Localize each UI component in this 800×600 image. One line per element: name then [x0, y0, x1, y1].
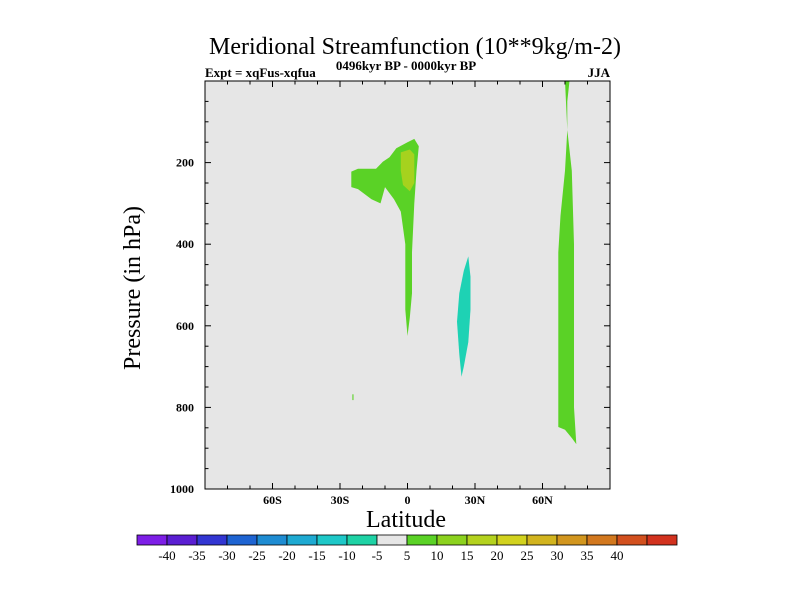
colorbar-swatch: [646, 534, 678, 546]
x-axis-label: Latitude: [366, 507, 446, 533]
colorbar-swatch: [616, 534, 648, 546]
contour-region-1: [351, 138, 419, 336]
y-tick-label: 200: [176, 156, 194, 170]
plot-frame: [204, 80, 611, 490]
y-axis-label: Pressure (in hPa): [120, 206, 146, 370]
y-tick-label: 400: [176, 237, 194, 251]
x-tick-label: 0: [405, 493, 411, 507]
chart-title: Meridional Streamfunction (10**9kg/m-2): [209, 34, 621, 60]
colorbar-swatch: [136, 534, 168, 546]
subtitle-right: JJA: [588, 65, 611, 80]
colorbar-swatch: [556, 534, 588, 546]
colorbar-label: -25: [248, 548, 265, 563]
colorbar-swatch: [196, 534, 228, 546]
colorbar-label: -35: [188, 548, 205, 563]
contour-region-2: [400, 149, 415, 192]
contour-region-3: [457, 256, 471, 377]
colorbar-label: -30: [218, 548, 235, 563]
colorbar-label: -5: [372, 548, 383, 563]
y-tick-label: 600: [176, 319, 194, 333]
contour-regions: [351, 81, 577, 445]
colorbar-label: 15: [461, 548, 474, 563]
subtitle-center: 0496kyr BP - 0000kyr BP: [336, 58, 476, 73]
colorbar-swatch: [226, 534, 258, 546]
y-tick-label: 1000: [170, 482, 194, 496]
colorbar-swatch: [586, 534, 618, 546]
colorbar-label: -10: [338, 548, 355, 563]
colorbar-label: 40: [611, 548, 624, 563]
colorbar-label: 5: [404, 548, 411, 563]
colorbar-label: 20: [491, 548, 504, 563]
colorbar-label: 30: [551, 548, 564, 563]
axis-ticks: 60S 30S 0 30N 60N 200 400 600 800 1000: [170, 80, 611, 507]
colorbar-label: -40: [158, 548, 175, 563]
colorbar-label: 10: [431, 548, 444, 563]
colorbar-label: 25: [521, 548, 534, 563]
x-tick-label: 30N: [465, 493, 486, 507]
x-tick-label: 30S: [331, 493, 350, 507]
colorbar-swatch: [316, 534, 348, 546]
colorbar: -40 -35 -30 -25 -20 -15 -10 -5 5 10 15 20 25 30 35 40: [136, 534, 678, 563]
x-tick-label: 60N: [532, 493, 553, 507]
colorbar-swatch: [346, 534, 378, 546]
colorbar-swatch: [436, 534, 468, 546]
colorbar-label: -20: [278, 548, 295, 563]
colorbar-swatch: [406, 534, 438, 546]
subtitle-left: Expt = xqFus-xqfua: [205, 65, 316, 80]
colorbar-swatch: [166, 534, 198, 546]
colorbar-swatch: [466, 534, 498, 546]
colorbar-swatch: [526, 534, 558, 546]
contour-region-5: [352, 394, 354, 401]
colorbar-swatch: [286, 534, 318, 546]
colorbar-label: -15: [308, 548, 325, 563]
x-tick-label: 60S: [263, 493, 282, 507]
colorbar-swatch: [256, 534, 288, 546]
colorbar-swatch: [496, 534, 528, 546]
contour-region-4: [558, 81, 577, 445]
y-tick-label: 800: [176, 400, 194, 414]
colorbar-swatch: [376, 534, 408, 546]
colorbar-label: 35: [581, 548, 594, 563]
